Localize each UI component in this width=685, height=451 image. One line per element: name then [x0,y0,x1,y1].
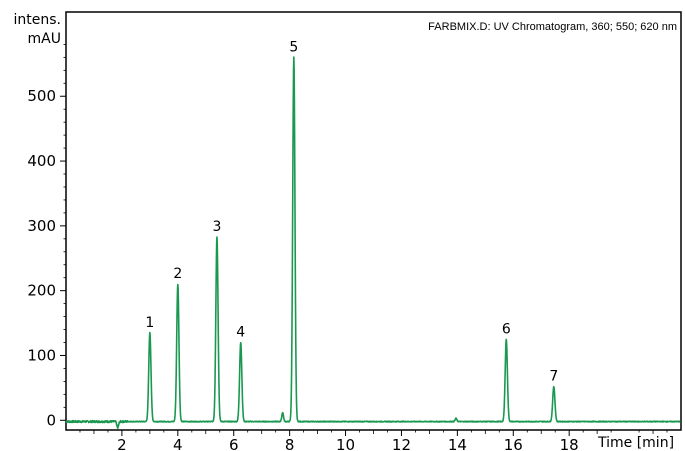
peak-label-1: 1 [145,315,154,331]
x-tick-label-18: 18 [560,436,579,451]
peak-label-7: 7 [549,369,558,385]
x-tick-label-16: 16 [504,436,523,451]
y-tick-label-400: 400 [27,152,56,170]
x-tick-label-12: 12 [392,436,411,451]
chart-title: FARBMIX.D: UV Chromatogram, 360; 550; 62… [428,21,677,33]
axes-layer [65,11,682,431]
x-tick-label-8: 8 [285,436,295,451]
y-tick-label-300: 300 [27,217,56,235]
peak-label-3: 3 [212,219,221,235]
x-tick-label-10: 10 [336,436,355,451]
peak-labels-layer: 1 2 3 4 5 6 7 [145,39,558,384]
y-tick-label-200: 200 [27,282,56,300]
y-tick-label-0: 0 [46,411,56,429]
peak-label-4: 4 [236,325,245,341]
x-tick-label-14: 14 [448,436,467,451]
x-tick-label-2: 2 [117,436,127,451]
x-tick-label-6: 6 [229,436,239,451]
plot-frame [65,11,682,431]
y-tick-label-500: 500 [27,87,56,105]
y-axis-label-line2: mAU [28,31,61,47]
peak-label-6: 6 [502,321,511,337]
y-axis-label-line1: intens. [14,12,61,28]
chromatogram-trace [65,56,682,430]
y-tick-label-100: 100 [27,346,56,364]
x-tick-label-4: 4 [173,436,183,451]
peak-label-2: 2 [173,266,182,282]
x-axis-label: Time [min] [597,435,674,451]
peak-label-5: 5 [289,39,298,55]
